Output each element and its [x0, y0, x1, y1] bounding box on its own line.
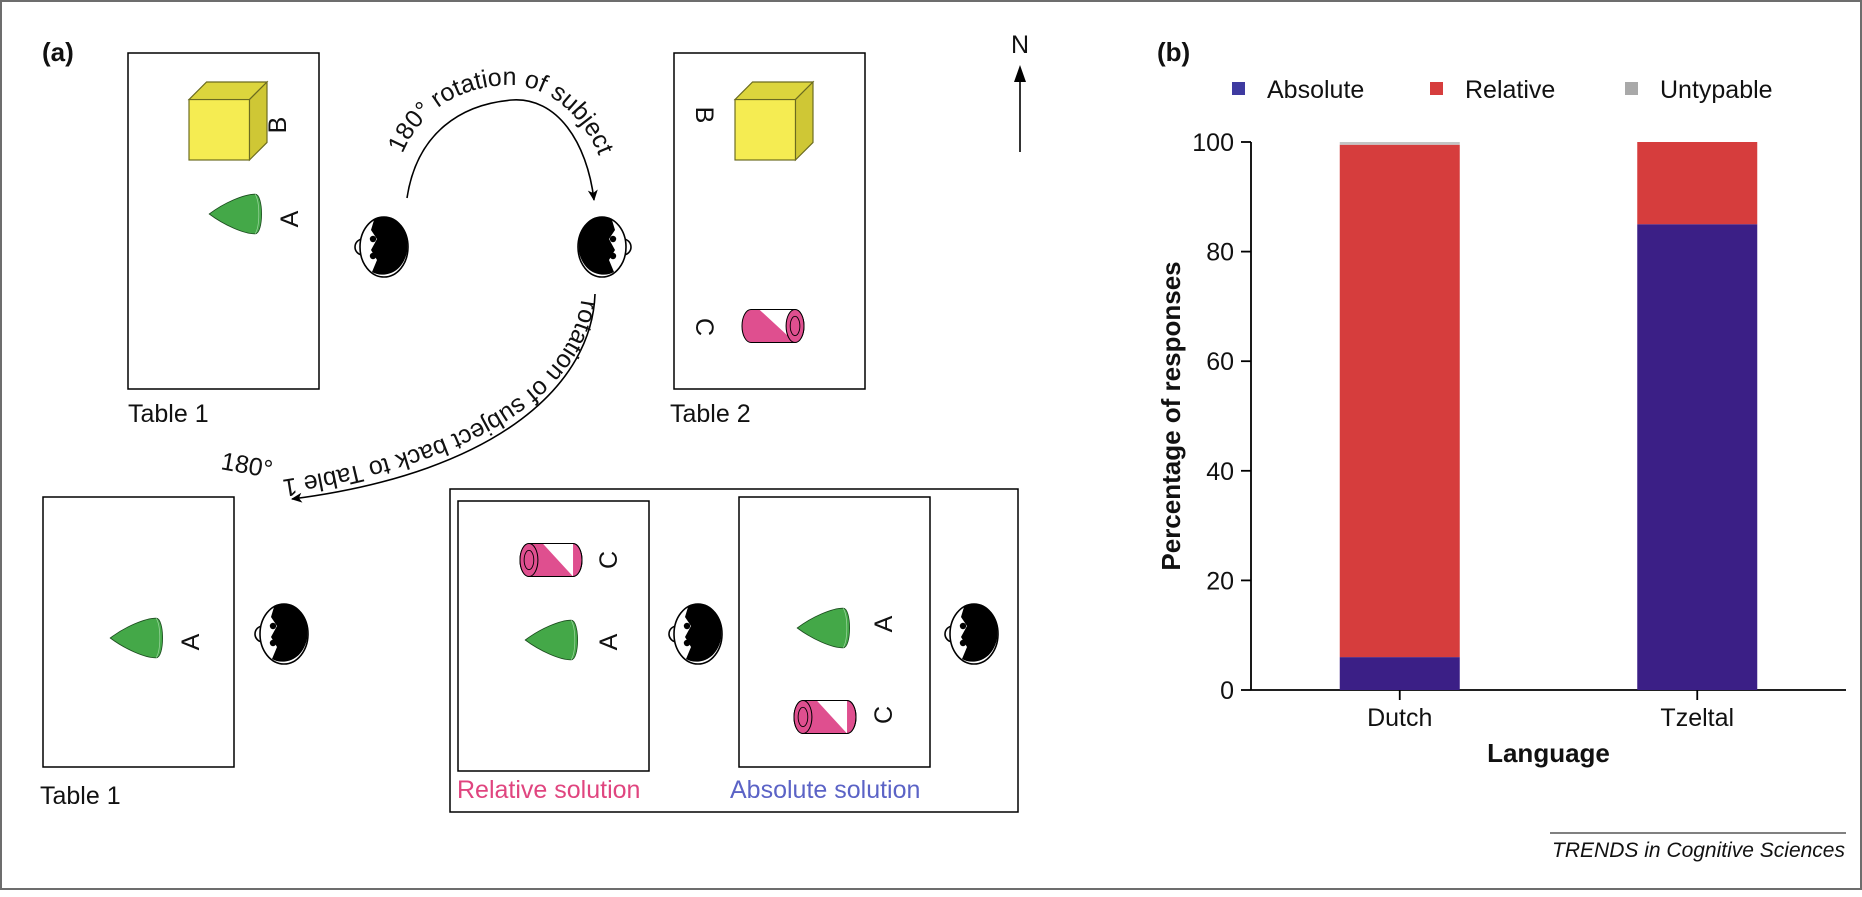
- legend-swatch-absolute: [1232, 82, 1245, 95]
- legend-label-untypable: Untypable: [1660, 76, 1773, 104]
- y-tick-label: 0: [1220, 677, 1234, 705]
- relative-label-c: C: [595, 551, 623, 569]
- rotation-2-label: rotation of subject back to Table 1: [281, 299, 603, 502]
- y-tick-label: 20: [1206, 567, 1234, 595]
- relative-solution-caption: Relative solution: [457, 776, 640, 804]
- panel-b: (b) Absolute Relative Untypable 0 20 40 60 80 1…: [1156, 37, 1846, 862]
- chart-legend: Absolute Relative Untypable: [1232, 76, 1773, 104]
- rotation-1-label: 180° rotation of subject: [382, 63, 619, 158]
- rotation-arrow-2: [291, 293, 596, 503]
- panel-a: (a) N B A Table 1 B C Table 2: [40, 31, 1029, 813]
- panel-b-label: (b): [1157, 37, 1190, 67]
- y-tick-label: 80: [1206, 239, 1234, 267]
- table-1-top-title: Table 1: [128, 400, 209, 428]
- cylinder-c-icon: [519, 542, 583, 578]
- subject-head-icon: [577, 215, 632, 278]
- legend-swatch-untypable: [1625, 82, 1638, 95]
- bar-untypable-dutch: [1339, 142, 1460, 145]
- table-1-top: B A: [127, 52, 320, 390]
- table2-label-b: B: [690, 107, 718, 124]
- table1-label-b: B: [264, 117, 292, 134]
- y-tick-label: 60: [1206, 348, 1234, 376]
- cylinder-c-icon: [793, 699, 857, 735]
- cylinder-c-icon: [741, 308, 805, 344]
- bar-chart: 0 20 40 60 80 100 Dutch Tzeltal Percentage of …: [1156, 129, 1846, 768]
- subject-head-icon: [254, 602, 309, 665]
- legend-label-relative: Relative: [1465, 76, 1555, 104]
- table1b-label-a: A: [177, 633, 205, 650]
- subject-head-icon: [668, 602, 723, 665]
- north-arrow-icon: [1014, 65, 1026, 152]
- relative-label-a: A: [595, 633, 623, 650]
- panel-a-label: (a): [42, 37, 74, 67]
- subject-head-icon: [944, 602, 999, 665]
- compass-north-label: N: [1011, 31, 1029, 59]
- absolute-solution-table: A C: [738, 496, 931, 768]
- subject-head-icon: [354, 215, 409, 278]
- table1-label-a: A: [276, 210, 304, 227]
- bar-relative-tzeltal: [1637, 142, 1758, 225]
- absolute-label-c: C: [870, 706, 898, 724]
- cube-b-icon: [734, 81, 814, 161]
- table-2-title: Table 2: [670, 400, 751, 428]
- table-1-bottom: A: [42, 496, 235, 768]
- absolute-solution-caption: Absolute solution: [730, 776, 920, 804]
- table-2: B C: [673, 52, 866, 390]
- x-tick-label: Dutch: [1367, 704, 1432, 732]
- table-1-bottom-title: Table 1: [40, 782, 121, 810]
- bar-absolute-tzeltal: [1637, 224, 1758, 690]
- y-axis-title: Percentage of responses: [1156, 261, 1186, 570]
- y-tick-label: 100: [1192, 129, 1234, 157]
- bar-absolute-dutch: [1339, 657, 1460, 690]
- legend-swatch-relative: [1430, 82, 1443, 95]
- cube-b-icon: [188, 81, 268, 161]
- absolute-label-a: A: [870, 615, 898, 632]
- x-tick-label: Tzeltal: [1660, 704, 1734, 732]
- rotation-2-degrees: 180°: [219, 447, 275, 484]
- y-tick-label: 40: [1206, 458, 1234, 486]
- solutions-frame: [449, 488, 1019, 813]
- rotation-arrow-1: [406, 99, 598, 201]
- relative-solution-table: C A: [457, 500, 650, 772]
- bar-relative-dutch: [1339, 144, 1460, 658]
- legend-label-absolute: Absolute: [1267, 76, 1364, 104]
- x-axis-title: Language: [1487, 738, 1610, 768]
- table2-label-c: C: [690, 318, 718, 336]
- credit-text: TRENDS in Cognitive Sciences: [1552, 839, 1845, 862]
